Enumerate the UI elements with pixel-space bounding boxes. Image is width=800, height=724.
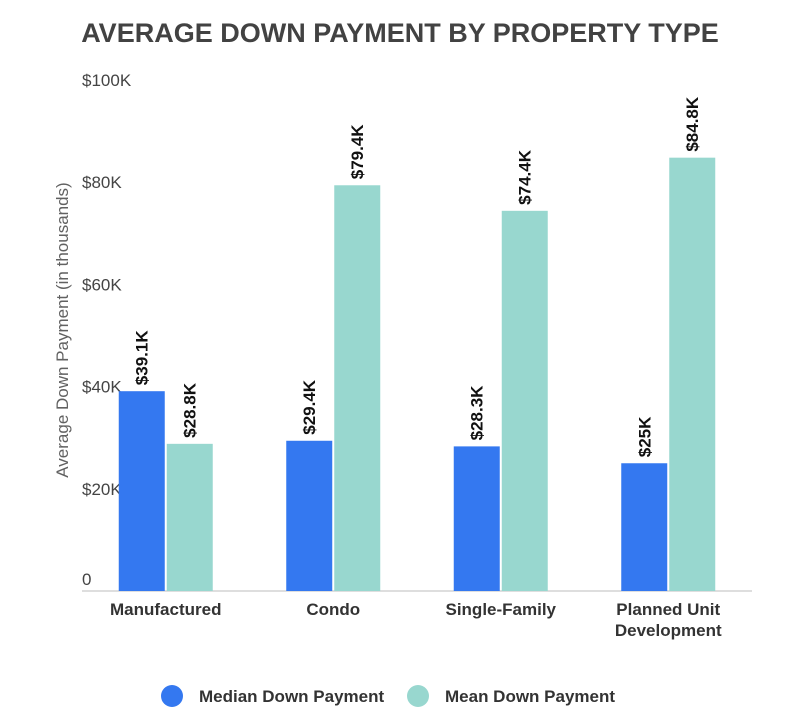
- y-tick-label: $40K: [82, 378, 122, 397]
- y-tick-label: $80K: [82, 173, 122, 192]
- data-labels-group: $39.1K $28.8K $29.4K $79.4K $28.3K $74.4K $25K…: [133, 96, 703, 457]
- bar-mean: [166, 443, 213, 591]
- bars-group: [118, 157, 716, 592]
- bar-mean: [669, 157, 716, 591]
- x-tick-label: Development: [615, 621, 722, 640]
- data-label: $79.4K: [348, 124, 367, 180]
- x-axis-ticks: Manufactured Condo Single-Family Planned Un…: [110, 600, 722, 640]
- chart-title: AVERAGE DOWN PAYMENT BY PROPERTY TYPE: [81, 18, 719, 48]
- y-axis-label: Average Down Payment (in thousands): [53, 182, 72, 477]
- bar-mean: [501, 210, 548, 592]
- x-tick-label: Manufactured: [110, 600, 221, 619]
- legend-marker: [161, 685, 183, 707]
- data-label: $28.8K: [181, 382, 200, 438]
- legend: Median Down Payment Mean Down Payment: [161, 685, 615, 707]
- bar-median: [621, 463, 668, 591]
- y-tick-label: $20K: [82, 480, 122, 499]
- bar-mean: [334, 185, 381, 592]
- data-label: $25K: [635, 416, 654, 457]
- y-axis-ticks: 0 $20K $40K $60K $80K $100K: [82, 71, 132, 589]
- x-tick-label: Condo: [306, 600, 360, 619]
- x-tick-label: Single-Family: [445, 600, 556, 619]
- legend-label: Median Down Payment: [199, 687, 384, 706]
- data-label: $39.1K: [133, 330, 152, 386]
- data-label: $28.3K: [468, 385, 487, 441]
- legend-marker: [407, 685, 429, 707]
- y-tick-label: $60K: [82, 275, 122, 294]
- bar-median: [286, 440, 333, 591]
- y-tick-label: 0: [82, 570, 91, 589]
- bar-median: [118, 391, 165, 591]
- data-label: $29.4K: [300, 379, 319, 435]
- legend-label: Mean Down Payment: [445, 687, 615, 706]
- data-label: $74.4K: [516, 149, 535, 205]
- y-tick-label: $100K: [82, 71, 132, 90]
- data-label: $84.8K: [683, 96, 702, 152]
- bar-median: [453, 446, 500, 591]
- x-tick-label: Planned Unit: [616, 600, 720, 619]
